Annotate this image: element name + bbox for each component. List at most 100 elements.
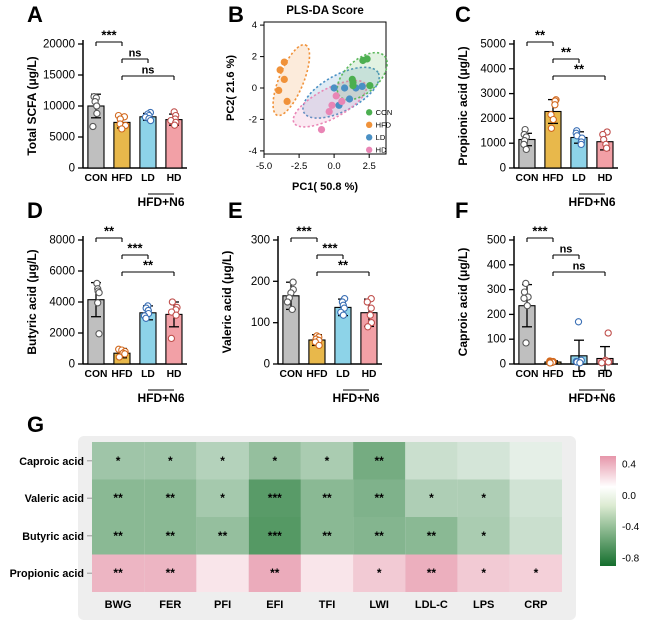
svg-text:Butyric acid: Butyric acid bbox=[22, 531, 84, 543]
svg-text:200: 200 bbox=[487, 309, 506, 321]
svg-text:CON: CON bbox=[280, 369, 303, 380]
svg-text:0: 0 bbox=[69, 163, 75, 175]
svg-text:**: ** bbox=[113, 491, 123, 505]
svg-text:**: ** bbox=[375, 491, 385, 505]
svg-text:2000: 2000 bbox=[480, 113, 506, 125]
svg-text:HFD: HFD bbox=[111, 173, 132, 184]
svg-text:LD: LD bbox=[141, 369, 155, 380]
svg-text:500: 500 bbox=[487, 235, 506, 247]
svg-text:**: ** bbox=[375, 529, 385, 543]
svg-text:**: ** bbox=[104, 224, 115, 239]
svg-text:HD: HD bbox=[376, 146, 387, 155]
svg-text:LD: LD bbox=[572, 173, 586, 184]
svg-text:5000: 5000 bbox=[480, 39, 506, 51]
svg-text:6000: 6000 bbox=[49, 266, 75, 278]
svg-text:Valeric acid: Valeric acid bbox=[25, 493, 84, 505]
svg-text:*: * bbox=[429, 491, 434, 505]
svg-text:Propionic acid (μg/L): Propionic acid (μg/L) bbox=[456, 46, 470, 165]
svg-text:HFD: HFD bbox=[542, 369, 563, 380]
svg-text:10000: 10000 bbox=[43, 101, 75, 113]
svg-text:HD: HD bbox=[167, 369, 182, 380]
svg-text:PC2( 21.6 %): PC2( 21.6 %) bbox=[225, 55, 237, 121]
svg-text:**: ** bbox=[113, 566, 123, 580]
svg-text:2.5: 2.5 bbox=[363, 161, 376, 172]
svg-text:*: * bbox=[325, 454, 330, 468]
svg-text:**: ** bbox=[270, 566, 280, 580]
svg-text:**: ** bbox=[113, 529, 123, 543]
svg-text:**: ** bbox=[338, 258, 349, 273]
svg-text:LPS: LPS bbox=[473, 599, 494, 611]
svg-text:0: 0 bbox=[500, 163, 506, 175]
svg-text:ns: ns bbox=[142, 65, 155, 77]
svg-text:0.4: 0.4 bbox=[622, 459, 636, 470]
svg-text:4000: 4000 bbox=[480, 63, 506, 75]
svg-text:EFI: EFI bbox=[266, 599, 283, 611]
svg-text:**: ** bbox=[427, 566, 437, 580]
svg-text:HFD: HFD bbox=[542, 173, 563, 184]
svg-text:-2: -2 bbox=[249, 114, 257, 125]
svg-text:*: * bbox=[220, 491, 225, 505]
svg-text:**: ** bbox=[535, 28, 546, 43]
svg-text:-0.8: -0.8 bbox=[622, 554, 640, 565]
svg-text:300: 300 bbox=[251, 235, 270, 247]
svg-text:100: 100 bbox=[487, 334, 506, 346]
svg-text:FER: FER bbox=[159, 599, 181, 611]
svg-text:HFD: HFD bbox=[376, 121, 392, 130]
svg-text:LDL-C: LDL-C bbox=[415, 599, 448, 611]
svg-text:LD: LD bbox=[572, 369, 586, 380]
svg-text:300: 300 bbox=[487, 284, 506, 296]
svg-text:ns: ns bbox=[129, 48, 142, 60]
svg-text:HFD+N6: HFD+N6 bbox=[332, 391, 379, 405]
svg-text:**: ** bbox=[561, 45, 572, 60]
svg-text:**: ** bbox=[166, 529, 176, 543]
svg-text:*: * bbox=[481, 566, 486, 580]
svg-text:Valeric acid (μg/L): Valeric acid (μg/L) bbox=[220, 251, 234, 354]
svg-text:*: * bbox=[168, 454, 173, 468]
svg-text:CON: CON bbox=[85, 369, 108, 380]
svg-text:***: *** bbox=[532, 224, 548, 239]
svg-text:HFD: HFD bbox=[306, 369, 327, 380]
svg-text:CON: CON bbox=[516, 369, 539, 380]
svg-text:**: ** bbox=[166, 566, 176, 580]
svg-text:0.0: 0.0 bbox=[327, 161, 340, 172]
svg-text:Propionic acid: Propionic acid bbox=[10, 568, 84, 580]
svg-text:0: 0 bbox=[500, 359, 506, 371]
svg-text:ns: ns bbox=[560, 244, 573, 256]
svg-text:***: *** bbox=[268, 529, 282, 543]
svg-text:CON: CON bbox=[376, 108, 393, 117]
svg-text:TFI: TFI bbox=[319, 599, 336, 611]
svg-text:0.0: 0.0 bbox=[622, 491, 636, 502]
svg-text:Butyric acid (μg/L): Butyric acid (μg/L) bbox=[25, 249, 39, 354]
svg-text:-4: -4 bbox=[249, 146, 257, 157]
svg-text:ns: ns bbox=[573, 261, 586, 273]
svg-text:15000: 15000 bbox=[43, 70, 75, 82]
svg-text:Total SCFA (μg/L): Total SCFA (μg/L) bbox=[25, 56, 39, 155]
svg-text:***: *** bbox=[127, 241, 143, 256]
svg-text:**: ** bbox=[375, 454, 385, 468]
svg-text:HFD: HFD bbox=[111, 369, 132, 380]
svg-text:*: * bbox=[534, 566, 539, 580]
svg-text:400: 400 bbox=[487, 259, 506, 271]
svg-text:*: * bbox=[116, 454, 121, 468]
svg-text:*: * bbox=[377, 566, 382, 580]
svg-text:100: 100 bbox=[251, 317, 270, 329]
svg-text:LD: LD bbox=[141, 173, 155, 184]
svg-text:-2.5: -2.5 bbox=[291, 161, 307, 172]
svg-text:BWG: BWG bbox=[105, 599, 132, 611]
svg-text:2000: 2000 bbox=[49, 328, 75, 340]
svg-text:3000: 3000 bbox=[480, 88, 506, 100]
svg-text:HFD+N6: HFD+N6 bbox=[568, 391, 615, 405]
svg-text:**: ** bbox=[322, 491, 332, 505]
svg-text:HD: HD bbox=[598, 173, 613, 184]
svg-text:HD: HD bbox=[167, 173, 182, 184]
svg-text:HD: HD bbox=[362, 369, 377, 380]
svg-text:4: 4 bbox=[252, 20, 257, 31]
svg-text:**: ** bbox=[218, 529, 228, 543]
svg-text:*: * bbox=[481, 491, 486, 505]
svg-text:0: 0 bbox=[264, 359, 270, 371]
svg-text:***: *** bbox=[322, 241, 338, 256]
svg-text:8000: 8000 bbox=[49, 235, 75, 247]
svg-text:-0.4: -0.4 bbox=[622, 522, 640, 533]
svg-text:HFD+N6: HFD+N6 bbox=[137, 391, 184, 405]
svg-text:**: ** bbox=[427, 529, 437, 543]
